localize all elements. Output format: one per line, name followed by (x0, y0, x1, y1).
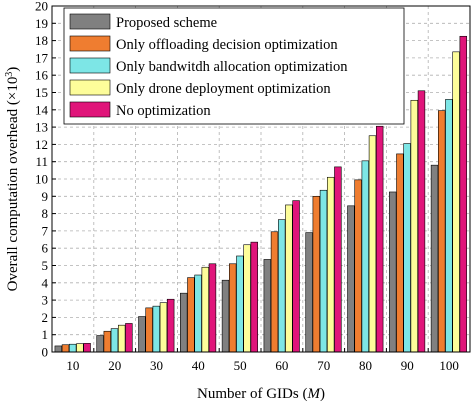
legend-label: Only drone deployment optimization (116, 81, 331, 97)
bar (54, 345, 63, 353)
x-tick-label: 80 (359, 358, 372, 373)
y-tick-label: 0 (42, 345, 49, 360)
y-tick-label: 12 (35, 137, 48, 152)
legend-box (63, 7, 405, 125)
bar (326, 176, 335, 353)
y-tick-label: 1 (42, 327, 49, 342)
legend-swatch (69, 79, 111, 96)
bar (403, 143, 411, 353)
x-tick-label: 30 (150, 358, 163, 373)
y-tick-label: 11 (35, 154, 48, 169)
y-tick-label: 7 (42, 223, 49, 238)
bar (117, 324, 126, 353)
bar (430, 164, 439, 353)
bar (410, 99, 418, 353)
bar (208, 263, 217, 353)
bar (319, 189, 328, 353)
bar (292, 200, 300, 353)
bar (250, 241, 258, 353)
y-tick-label: 6 (42, 241, 49, 256)
bar (187, 277, 195, 353)
y-tick-label: 19 (35, 16, 48, 31)
legend-swatch (69, 35, 111, 52)
bar (194, 274, 202, 353)
bar (396, 153, 404, 353)
x-tick-label: 60 (275, 358, 288, 373)
bar (368, 135, 377, 353)
bar (125, 323, 133, 353)
bar (334, 166, 342, 353)
bar (236, 255, 244, 353)
bar (69, 343, 77, 353)
bar (389, 191, 397, 353)
bar (145, 307, 153, 353)
x-tick-label: 100 (439, 358, 459, 373)
bar (375, 125, 384, 353)
bar (438, 110, 446, 353)
bar (229, 263, 237, 353)
legend-label: Only bandwitdh allocation optimization (116, 59, 348, 75)
bar (312, 196, 321, 353)
y-tick-label: 8 (42, 206, 49, 221)
bar (61, 344, 70, 353)
y-tick-label: 17 (35, 50, 49, 65)
x-axis-label: Number of GIDs (M) (197, 386, 325, 402)
legend-label: No optimization (116, 103, 211, 119)
bar (96, 335, 104, 353)
legend-swatch (69, 101, 111, 118)
bar (354, 179, 362, 353)
legend-swatch (69, 13, 111, 30)
y-tick-label: 16 (35, 68, 49, 83)
bar (152, 305, 160, 353)
bar (221, 279, 230, 353)
y-axis-label: Overall computation overhead (×103) (4, 67, 22, 292)
y-tick-label: 13 (35, 120, 48, 135)
bar (243, 244, 251, 353)
bar (76, 343, 84, 353)
legend-label: Proposed scheme (116, 15, 217, 31)
bar (452, 51, 460, 353)
y-tick-label: 9 (42, 189, 49, 204)
x-tick-label: 70 (317, 358, 330, 373)
bar (285, 204, 293, 353)
bar (459, 35, 467, 353)
bar (361, 160, 369, 353)
bar (180, 292, 188, 353)
bar (278, 219, 286, 353)
legend-swatch (69, 57, 111, 74)
bar (110, 328, 119, 353)
x-tick-label: 10 (66, 358, 79, 373)
bar (159, 302, 168, 353)
bars (54, 35, 467, 353)
bar (83, 343, 91, 353)
legend-label: Only offloading decision optimization (116, 37, 338, 53)
x-tick-label: 90 (401, 358, 414, 373)
bar (201, 266, 209, 353)
y-tick-label: 3 (42, 293, 49, 308)
bar (445, 99, 453, 353)
x-tick-label: 50 (234, 358, 247, 373)
bar (417, 90, 426, 353)
y-tick-label: 10 (35, 172, 48, 187)
bar (270, 231, 279, 353)
bar (305, 232, 313, 353)
x-tick-label: 20 (108, 358, 121, 373)
y-tick-label: 15 (35, 85, 48, 100)
bar (138, 316, 146, 353)
y-tick-label: 2 (42, 310, 49, 325)
y-tick-label: 18 (35, 33, 48, 48)
bar (347, 205, 355, 353)
y-tick-label: 5 (42, 258, 49, 273)
x-tick-label: 40 (192, 358, 205, 373)
bar (103, 330, 112, 353)
y-tick-label: 20 (35, 0, 48, 14)
y-tick-label: 4 (42, 275, 49, 290)
bar (263, 259, 272, 353)
x-axis: 10 20 30 40 50 60 70 80 90 100 (51, 348, 471, 373)
y-tick-label: 14 (35, 102, 49, 117)
legend: Proposed scheme Only offloading decision … (63, 7, 405, 125)
bar (166, 298, 175, 353)
